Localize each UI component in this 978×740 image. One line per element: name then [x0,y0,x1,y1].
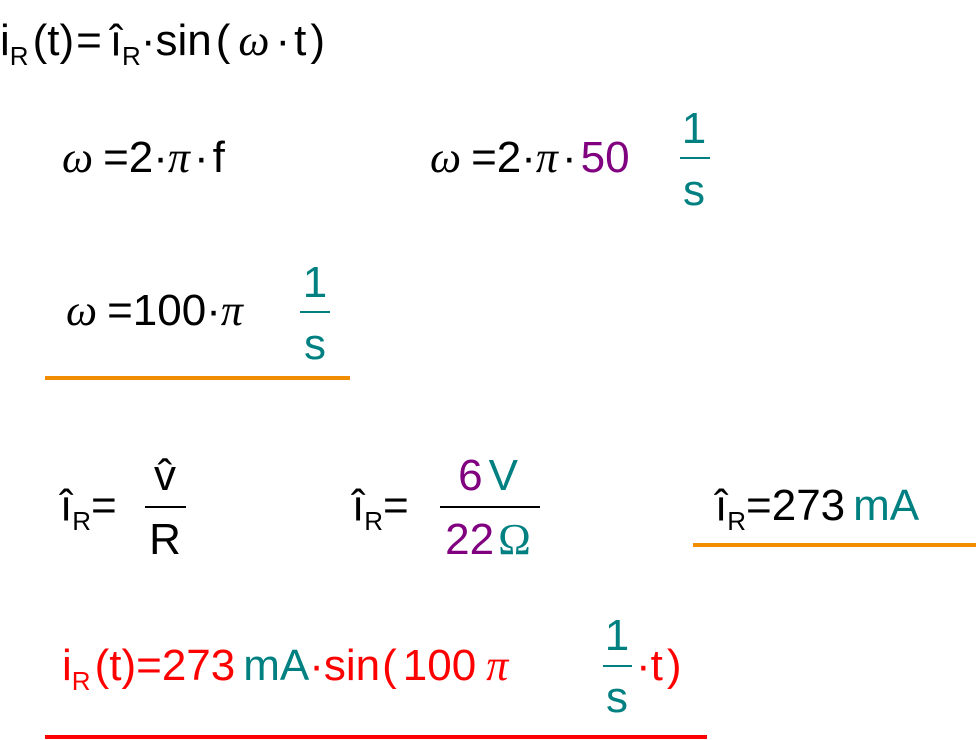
denominator: R [149,515,181,564]
token: ( [216,16,231,65]
subscript: R [10,41,29,71]
token: sin [324,641,380,690]
token: î [109,16,124,65]
token: = [471,133,497,182]
equation: ω =2·π·50 [430,133,630,182]
token: · [141,16,156,65]
token: mA [853,481,920,530]
token: Ω [498,515,531,564]
token: · [194,133,209,182]
denominator: s [683,166,705,215]
token: ω [66,286,97,335]
token: · [562,133,577,182]
numerator: 1 [303,258,327,307]
equation: îR= [351,481,409,536]
token: 22 [445,515,494,564]
token: · [636,641,651,690]
token: ) [667,641,682,690]
token: ω [238,16,269,65]
subscript: R [72,506,91,536]
token: = [383,481,409,530]
token: t [109,641,121,690]
equation: iR(t)= îR·sin(ω ·t) [0,16,325,71]
token: ) [59,16,74,65]
equation-tail: ·t) [636,641,682,690]
token: 2 [129,133,153,182]
token: t [651,641,663,690]
subscript: R [122,41,141,71]
token: i [0,16,10,65]
token: π [486,641,510,690]
token: = [76,16,102,65]
token: = [91,481,117,530]
token: 6 [458,451,482,500]
token: sin [155,16,211,65]
denominator: s [606,673,628,722]
token: f [213,133,226,182]
equation: ω =2·π·f [62,133,226,182]
denominator: s [304,320,326,369]
token: 100 [403,641,476,690]
token: ( [95,641,110,690]
token: 2 [497,133,521,182]
token: · [309,641,324,690]
token: π [168,133,192,182]
token: · [206,286,221,335]
subscript: R [364,506,383,536]
token: 273 [162,641,235,690]
token: mA [243,641,310,690]
subscript: R [727,506,746,536]
token: ω [430,133,461,182]
token: 100 [133,286,206,335]
token: π [221,286,245,335]
token: ) [121,641,136,690]
equation: iR(t)=273 mA·sin(100 π [62,641,510,696]
equation: îR=273 mA [714,481,920,536]
token: t [47,16,59,65]
token: = [746,481,772,530]
numerator: 1 [605,611,629,660]
token: ( [33,16,48,65]
token: î [59,481,74,530]
numerator: 1 [682,104,706,153]
token: 273 [772,481,845,530]
token: î [351,481,366,530]
denominator: 22Ω [445,515,531,564]
token: = [107,286,133,335]
token: ) [310,16,325,65]
token: t [294,16,306,65]
subscript: R [72,666,91,696]
token: ( [382,641,397,690]
token: · [153,133,168,182]
token: i [62,641,72,690]
token: = [136,641,162,690]
token: = [103,133,129,182]
token: V [489,451,519,500]
token: · [521,133,536,182]
token: · [275,16,290,65]
token: 50 [581,133,630,182]
token: î [714,481,729,530]
token: π [536,133,560,182]
token: ω [62,133,93,182]
equation: ω =100·π [66,286,245,335]
numerator: v̂ [154,451,176,500]
equation: îR= [59,481,117,536]
